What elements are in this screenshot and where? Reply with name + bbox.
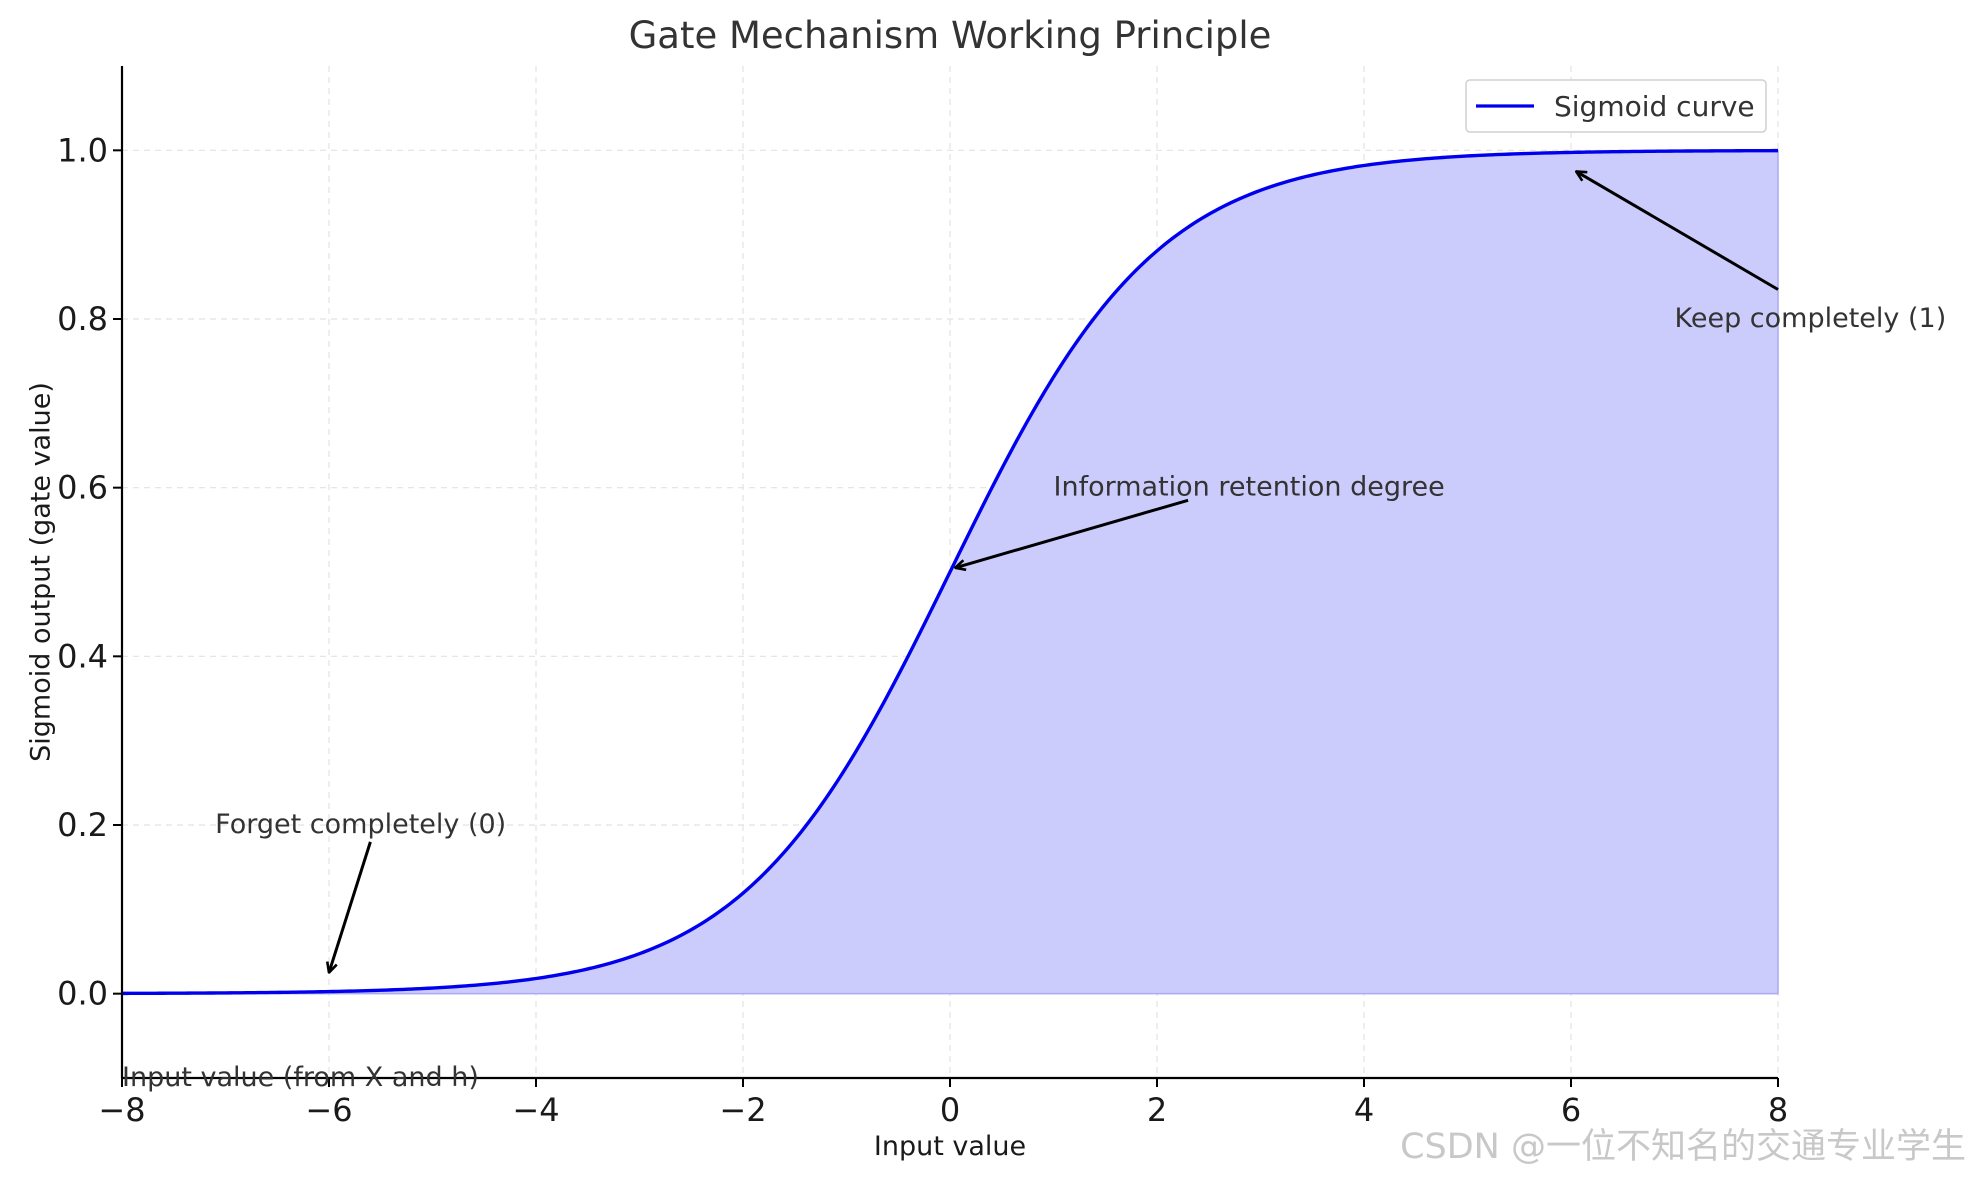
y-tick-label: 0.6 — [57, 469, 108, 507]
chart-title: Gate Mechanism Working Principle — [629, 14, 1272, 57]
x-tick-label: −6 — [305, 1091, 352, 1129]
y-tick-label: 0.0 — [57, 975, 108, 1013]
sigmoid-curve-line — [121, 148, 1779, 996]
annotation-text: Forget completely (0) — [215, 809, 506, 840]
annotation-text: Input value (from X and h) — [122, 1062, 479, 1093]
annotation-arrow — [1576, 171, 1779, 291]
annotation-text: Keep completely (1) — [1675, 303, 1947, 334]
annotation-arrow — [329, 841, 372, 973]
annotations: Forget completely (0) Information retenti… — [122, 171, 1946, 1093]
x-tick-label: 0 — [940, 1091, 960, 1129]
annotation-arrow — [955, 498, 1189, 567]
x-tick-label: 2 — [1147, 1091, 1167, 1129]
annotation-text: Information retention degree — [1054, 472, 1445, 503]
x-tick-label: 4 — [1354, 1091, 1374, 1129]
legend-box — [1465, 79, 1767, 133]
x-tick-label: −8 — [98, 1091, 145, 1129]
x-tick-label: 8 — [1768, 1091, 1788, 1129]
legend-label: Sigmoid curve — [1554, 90, 1755, 123]
y-tick-label: 1.0 — [57, 131, 108, 169]
axis-ticks: −8 −6 −4 −2 0 2 4 6 8 0.0 0.2 0.4 0.6 0.8 1.0 — [57, 131, 1788, 1129]
y-tick-label: 0.8 — [57, 300, 108, 338]
y-tick-label: 0.2 — [57, 806, 108, 844]
x-tick-label: 6 — [1561, 1091, 1581, 1129]
y-axis-label: Sigmoid output (gate value) — [25, 382, 56, 762]
x-tick-label: −4 — [512, 1091, 559, 1129]
y-tick-label: 0.4 — [57, 637, 108, 675]
x-axis-label: Input value — [874, 1131, 1026, 1162]
watermark-text: CSDN @一位不知名的交通专业学生 — [1400, 1127, 1966, 1167]
legend: Sigmoid curve — [1465, 79, 1767, 133]
x-tick-label: −2 — [719, 1091, 766, 1129]
